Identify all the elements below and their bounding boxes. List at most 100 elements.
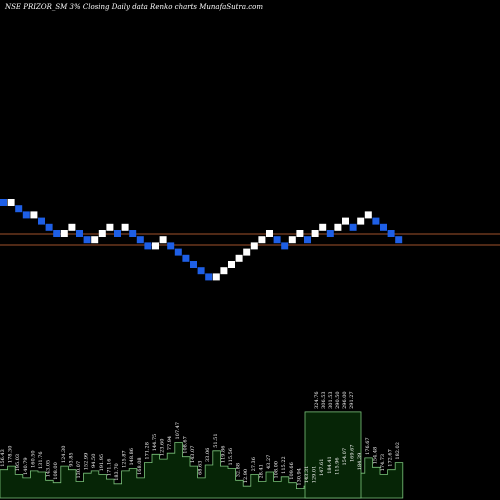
up-brick (357, 217, 365, 225)
up-brick (364, 211, 372, 219)
volume-label-last-block: 291.27 (349, 391, 355, 409)
volume-label: 68.63 (198, 461, 204, 475)
volume-label: 172.67 (388, 449, 394, 467)
down-brick (167, 242, 175, 250)
down-brick (114, 230, 121, 237)
volume-label-last-block: 296.00 (342, 391, 348, 409)
volume-label: 108.67 (182, 436, 188, 454)
volume-label: 148.86 (129, 448, 135, 466)
volume-label: 107.47 (175, 422, 181, 440)
volume-label: 178.30 (8, 446, 14, 464)
down-brick (22, 211, 30, 219)
up-brick (228, 261, 235, 268)
volume-label: 195.03 (15, 454, 21, 472)
down-brick (380, 223, 387, 231)
renko-bricks (0, 199, 403, 281)
down-brick (38, 217, 45, 225)
volume-label: 154.07 (342, 448, 348, 466)
volume-label: 115.56 (228, 448, 234, 466)
volume-label: 143.31 (304, 466, 310, 484)
up-brick (235, 254, 243, 262)
up-brick (319, 223, 327, 231)
volume-label: 143.05 (46, 460, 52, 478)
down-brick (129, 230, 137, 237)
volume-label: 27.36 (251, 457, 257, 471)
down-brick (76, 230, 83, 237)
volume-label: 108.00 (53, 462, 59, 480)
volume-label: 109.66 (289, 462, 295, 480)
volume-label: 125.87 (122, 450, 128, 468)
down-brick (15, 205, 23, 213)
volume-label-last-block: 306.53 (321, 391, 327, 409)
up-brick (106, 223, 114, 231)
down-brick (273, 236, 281, 244)
down-brick (205, 273, 213, 281)
volume-label-last-block: 301.53 (328, 391, 334, 409)
volume-label: 43.27 (266, 455, 272, 469)
up-brick (220, 267, 228, 275)
down-brick (304, 236, 311, 244)
up-brick (121, 223, 129, 231)
volume-label: 184.41 (327, 456, 333, 474)
volume-label: 115.22 (281, 456, 287, 474)
volume-label: 51.51 (213, 433, 219, 447)
down-brick (174, 248, 182, 256)
up-brick (159, 236, 167, 244)
down-brick (53, 230, 61, 237)
volume-label: 93.85 (68, 452, 74, 466)
down-brick (349, 223, 357, 231)
volume-label: 184.39 (357, 453, 363, 471)
volume-label: 144.75 (152, 434, 158, 452)
volume-label: 174.73 (380, 454, 386, 472)
down-brick (387, 230, 395, 237)
down-brick (83, 236, 91, 244)
up-brick (152, 242, 159, 250)
volume-label: 28.41 (258, 464, 264, 478)
volume-label: 33.06 (205, 448, 211, 462)
down-brick (182, 254, 190, 262)
volume-label: 124.30 (61, 446, 67, 464)
volume-label: 130.94 (296, 468, 302, 486)
down-brick (395, 236, 403, 244)
volume-label: 119.86 (220, 446, 226, 464)
volume-label: 168.08 (137, 457, 143, 475)
up-brick (258, 236, 266, 244)
volume-label: 130.07 (76, 461, 82, 479)
volume-label: 143.07 (190, 446, 196, 464)
up-brick (91, 236, 99, 244)
up-brick (30, 211, 38, 219)
up-brick (250, 242, 258, 250)
volume-label: 94.50 (91, 454, 97, 468)
volume-label: 131.76 (38, 452, 44, 470)
volume-label: 147.61 (319, 459, 325, 477)
down-brick (45, 223, 53, 231)
up-brick (98, 230, 106, 237)
volume-label-last-block: 324.76 (314, 391, 320, 409)
reference-lines (0, 233, 500, 246)
volume-label: 77.94 (167, 436, 173, 450)
volume-label: 182.02 (395, 442, 401, 460)
volume-label: 191.95 (99, 454, 105, 472)
volume-label: 108.00 (274, 461, 280, 479)
volume-label: 123.60 (160, 439, 166, 457)
volume-label: 140.79 (23, 457, 29, 475)
down-brick (326, 230, 334, 237)
volume-label: 156.43 (0, 449, 6, 467)
down-brick (144, 242, 152, 250)
volume-panel: 156.43 178.30 195.03 140.79 160.50 131.76 143.… (0, 391, 404, 499)
down-brick (190, 261, 197, 268)
volume-label: 171.28 (144, 442, 150, 460)
volume-label-last-block: 290.50 (335, 391, 341, 409)
down-brick (281, 242, 289, 250)
volume-label: 183.70 (114, 463, 120, 481)
volume-label: 176.67 (365, 437, 371, 455)
volume-label: 129.01 (312, 466, 318, 484)
chart-title: NSE PRIZOR_SM 3% Closing Daily data Renk… (4, 3, 263, 11)
up-brick (60, 230, 68, 237)
up-brick (334, 223, 342, 231)
volume-label: 160.50 (30, 450, 36, 468)
up-brick (68, 223, 76, 231)
up-brick (288, 236, 296, 244)
volume-label: 154.48 (372, 447, 378, 465)
